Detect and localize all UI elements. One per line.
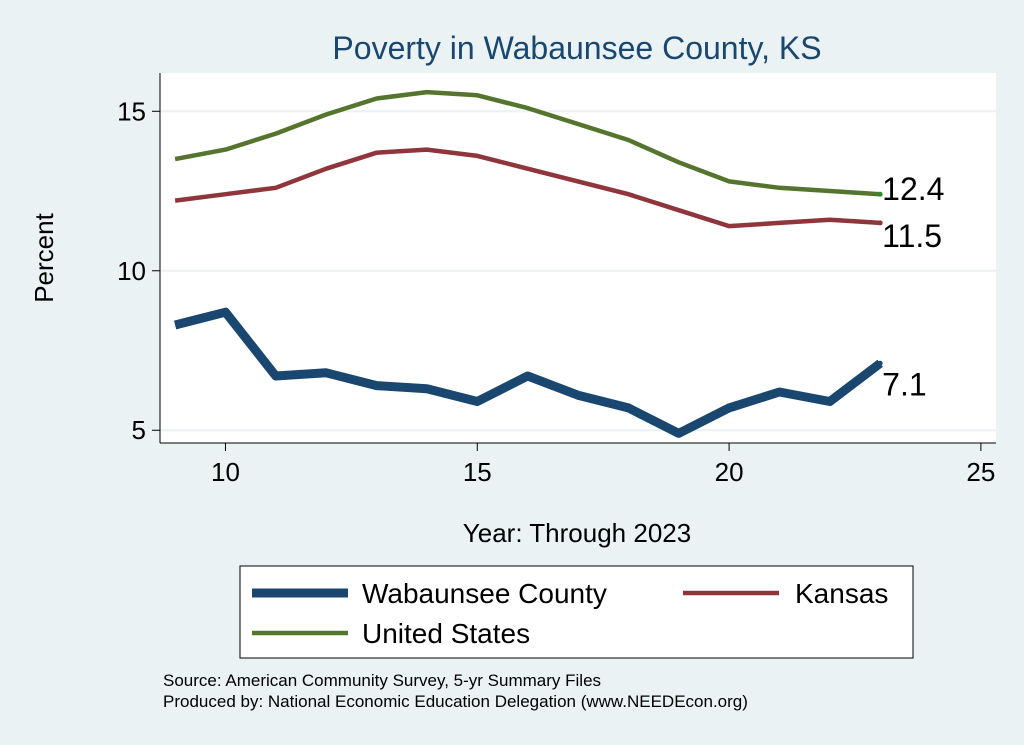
series-end-marker xyxy=(877,360,883,366)
y-axis-label: Percent xyxy=(29,212,59,302)
chart-title: Poverty in Wabaunsee County, KS xyxy=(332,30,821,66)
y-tick-label: 10 xyxy=(117,256,146,286)
x-tick-label: 25 xyxy=(966,457,995,487)
legend: Wabaunsee County Kansas United States xyxy=(252,578,888,649)
produced-by-note: Produced by: National Economic Education… xyxy=(163,692,748,711)
x-axis-label: Year: Through 2023 xyxy=(463,518,691,548)
x-tick-label: 10 xyxy=(211,457,240,487)
x-tick-label: 15 xyxy=(463,457,492,487)
series-end-marker xyxy=(877,220,883,226)
y-tick-label: 5 xyxy=(132,415,146,445)
series-lines xyxy=(173,89,883,438)
series-line-united-states xyxy=(174,89,881,197)
legend-label: Kansas xyxy=(795,578,888,609)
y-ticks: 5 10 15 xyxy=(117,96,160,445)
legend-label: Wabaunsee County xyxy=(362,578,607,609)
end-label: 11.5 xyxy=(882,218,942,254)
end-label: 12.4 xyxy=(882,171,944,207)
end-labels: 7.1 11.5 12.4 xyxy=(877,171,944,402)
x-ticks: 10 15 20 25 xyxy=(211,443,995,487)
source-note: Source: American Community Survey, 5-yr … xyxy=(163,671,602,690)
gridlines xyxy=(160,110,996,432)
series-end-marker xyxy=(877,191,883,197)
legend-label: United States xyxy=(362,618,530,649)
series-line-kansas xyxy=(174,147,881,229)
y-tick-label: 15 xyxy=(117,96,146,126)
legend-box xyxy=(239,565,914,659)
x-tick-label: 20 xyxy=(715,457,744,487)
series-line-wabaunsee-county xyxy=(173,307,883,438)
end-label: 7.1 xyxy=(882,366,926,402)
